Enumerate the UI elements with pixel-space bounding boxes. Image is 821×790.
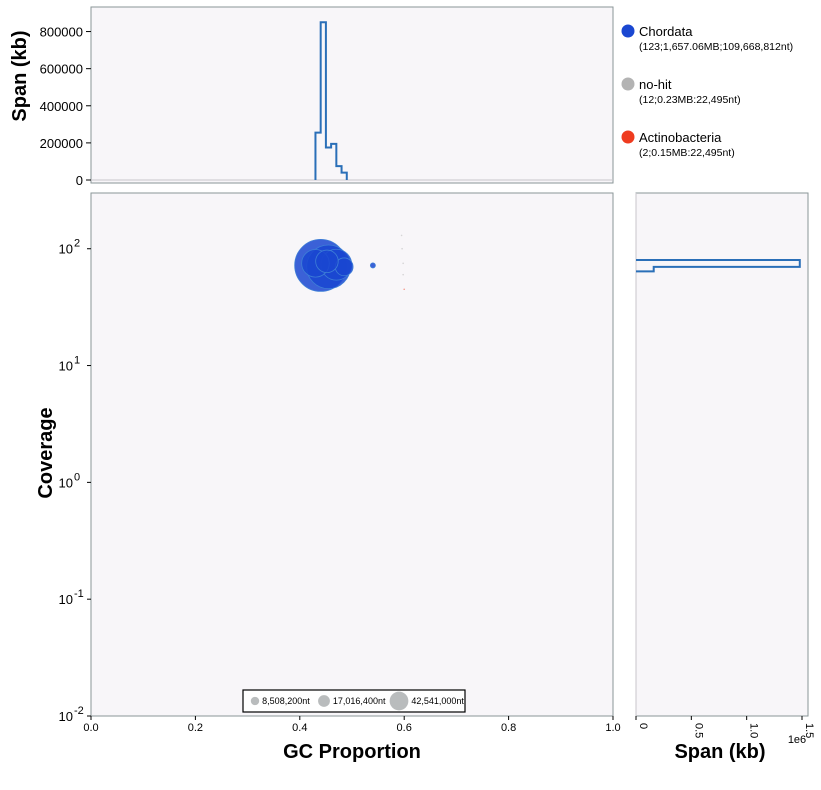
top-y-tick-label: 400000 (40, 99, 83, 114)
legend-detail: (12;0.23MB:22,495nt) (639, 94, 741, 106)
size-legend-label: 42,541,000nt (411, 696, 464, 706)
right-x-tick-label: 0.5 (692, 723, 704, 738)
scatter-points (294, 234, 406, 292)
right-x-tick-label: 0 (637, 723, 649, 729)
legend-name: Actinobacteria (639, 130, 722, 145)
main-y-tick-label: 10 (59, 592, 73, 607)
top-histogram (91, 21, 613, 181)
size-legend-marker (318, 695, 330, 707)
size-legend-box (242, 689, 466, 713)
main-x-tick-label: 0.8 (501, 722, 516, 734)
right-histogram-series (636, 259, 801, 273)
category-legend: Chordata (123;1,657.06MB;109,668,812nt) no… (621, 24, 793, 159)
main-scatter-panel (90, 192, 614, 717)
main-x-tick-label: 0.2 (188, 722, 203, 734)
legend-name: Chordata (639, 24, 693, 39)
legend-marker (621, 77, 635, 91)
scatter-point (369, 262, 376, 269)
main-y-tick-label: 10 (59, 242, 73, 257)
main-x-tick-label: 0.0 (83, 722, 98, 734)
top-y-tick-label: 0 (76, 173, 83, 188)
top-histogram-y-label: Span (kb) (9, 30, 31, 121)
main-x-ticks: 0.0 0.2 0.4 0.6 0.8 1.0 (83, 716, 621, 734)
legend-marker (621, 130, 635, 144)
size-legend-marker (250, 696, 260, 706)
top-y-tick-label: 600000 (40, 62, 83, 77)
top-histogram-series (314, 21, 348, 180)
scatter-point (402, 273, 404, 276)
legend-name: no-hit (639, 77, 672, 92)
right-histogram-x-label: Span (kb) (674, 741, 765, 763)
main-x-label: GC Proportion (283, 741, 421, 763)
main-y-tick-exponent: -1 (74, 588, 84, 600)
legend-detail: (123;1,657.06MB;109,668,812nt) (639, 41, 793, 53)
main-y-tick-exponent: 0 (74, 471, 80, 483)
main-y-tick-exponent: 2 (74, 238, 80, 250)
size-legend: 8,508,200nt 17,016,400nt 42,541,000nt (250, 691, 464, 711)
right-histogram-x-multiplier: 1e6 (788, 734, 806, 746)
scatter-point (401, 247, 403, 250)
main-x-tick-label: 0.6 (397, 722, 412, 734)
right-x-tick-label: 1.5 (803, 723, 815, 738)
scatter-point (402, 262, 404, 265)
right-x-tick-label: 1.0 (748, 723, 760, 738)
top-y-tick-label: 800000 (40, 25, 83, 40)
legend-marker (621, 24, 635, 38)
scatter-point (403, 288, 406, 291)
right-histogram (635, 193, 801, 716)
main-y-label: Coverage (35, 407, 57, 498)
top-y-tick-label: 200000 (40, 136, 83, 151)
top-histogram-y-ticks: 0 200000 400000 600000 800000 (40, 25, 91, 188)
main-y-tick-exponent: -2 (74, 705, 84, 717)
size-legend-marker (389, 691, 409, 711)
legend-detail: (2;0.15MB:22,495nt) (639, 147, 735, 159)
top-histogram-panel (90, 6, 614, 184)
size-legend-label: 8,508,200nt (262, 696, 310, 706)
main-y-tick-label: 10 (59, 709, 73, 724)
scatter-point (400, 234, 403, 237)
size-legend-label: 17,016,400nt (333, 696, 386, 706)
main-y-tick-exponent: 1 (74, 355, 80, 367)
main-x-tick-label: 1.0 (605, 722, 620, 734)
main-x-tick-label: 0.4 (292, 722, 307, 734)
right-histogram-x-ticks: 0 0.5 1.0 1.5 (635, 716, 815, 738)
scatter-point (315, 249, 339, 274)
main-y-tick-label: 10 (59, 359, 73, 374)
main-y-tick-label: 10 (59, 475, 73, 490)
right-histogram-panel (635, 192, 809, 717)
